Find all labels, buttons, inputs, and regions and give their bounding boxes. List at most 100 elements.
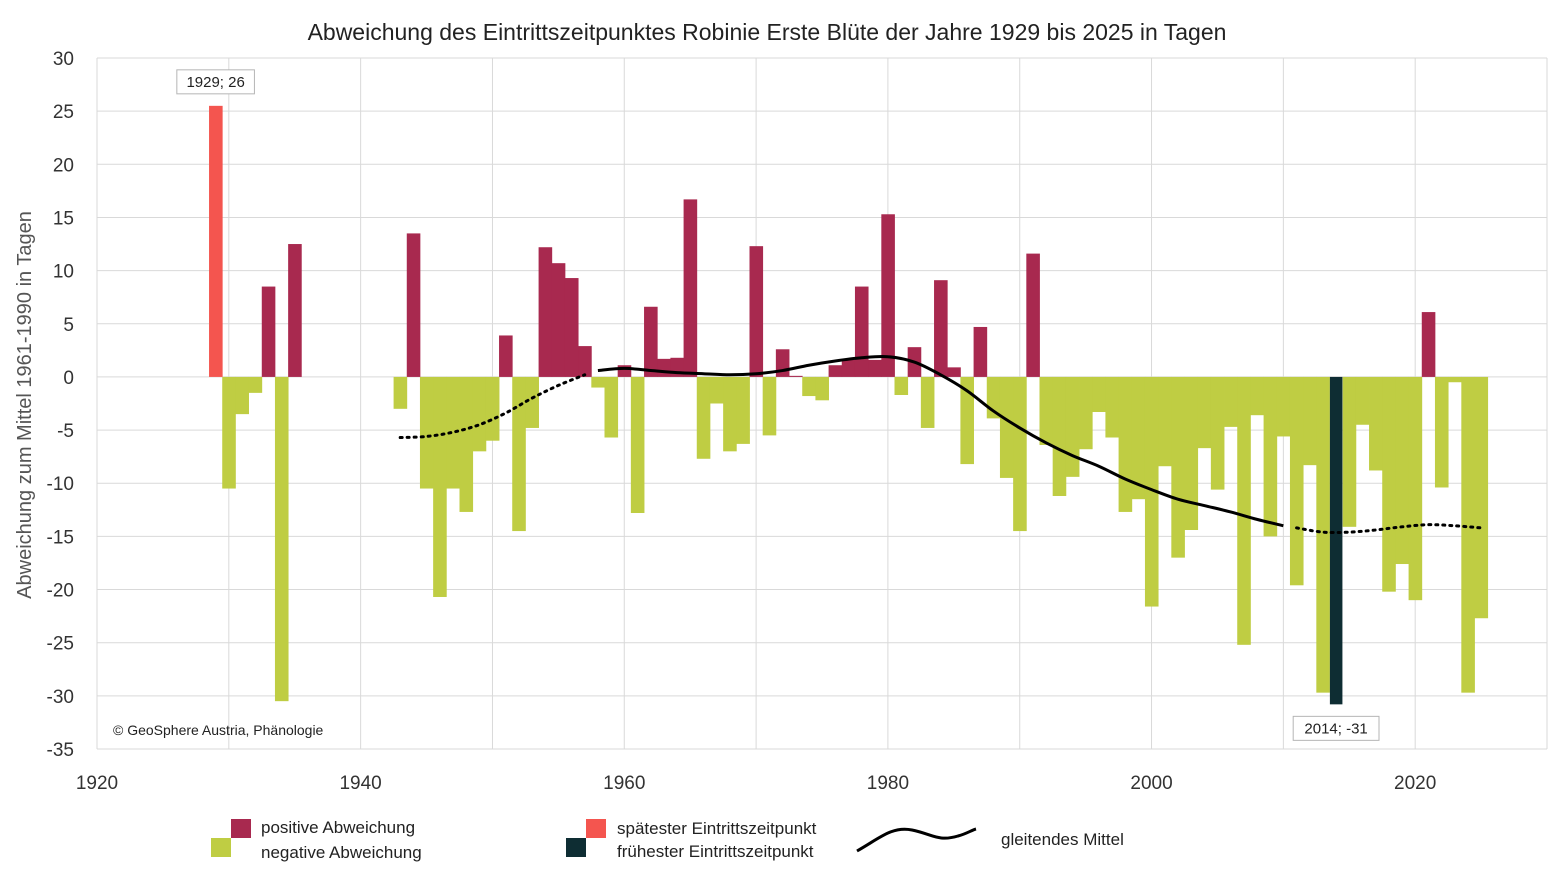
bar-1967 (709, 376, 724, 404)
x-tick-label: 2020 (1394, 773, 1436, 794)
bar-2021 (1421, 312, 1436, 377)
x-tick-label: 2000 (1130, 773, 1172, 794)
legend-label-positive: positive Abweichung (261, 818, 415, 837)
bar-1958 (591, 376, 605, 388)
legend-swatch-earliest (566, 838, 586, 857)
bar-1945 (419, 376, 434, 489)
bar-1995 (1079, 376, 1093, 450)
bar-2017 (1369, 376, 1383, 471)
bar-1963 (657, 358, 671, 377)
bar-1929 (209, 105, 223, 377)
bar-1961 (630, 376, 645, 513)
bar-1934 (274, 376, 289, 702)
bar-2020 (1408, 376, 1423, 601)
bar-1957 (578, 346, 592, 377)
legend: positive Abweichung negative Abweichung … (211, 818, 1124, 862)
legend-label-latest: spätester Eintrittszeitpunkt (617, 819, 817, 838)
y-tick-label: -20 (47, 581, 74, 602)
bar-1985 (947, 367, 961, 377)
x-tick-label: 1960 (603, 773, 645, 794)
y-tick-label: 30 (53, 49, 74, 70)
bar-1997 (1105, 376, 1119, 438)
bar-1960 (617, 365, 632, 377)
bar-1976 (828, 365, 843, 377)
y-tick-label: -5 (57, 421, 74, 442)
bar-1956 (564, 278, 579, 377)
bar-2024 (1461, 376, 1475, 693)
bar-1948 (459, 376, 474, 512)
legend-label-moving-average: gleitendes Mittel (1001, 830, 1124, 849)
bar-2005 (1210, 376, 1225, 490)
bar-1944 (406, 233, 421, 377)
moving-average-dotted-end (1295, 523, 1483, 535)
bar-1970 (749, 246, 764, 377)
bar-1999 (1131, 376, 1146, 500)
bar-2011 (1289, 376, 1304, 586)
bar-1990 (1013, 376, 1027, 532)
legend-swatch-latest (586, 819, 606, 838)
bar-1959 (604, 376, 619, 438)
bar-1984 (934, 280, 948, 377)
y-tick-label: 5 (63, 315, 74, 336)
bars (209, 105, 1489, 705)
bar-2018 (1382, 376, 1396, 592)
bar-1998 (1118, 376, 1133, 512)
bar-1991 (1026, 253, 1040, 377)
bar-1994 (1065, 376, 1080, 477)
bar-1955 (551, 263, 566, 377)
bar-1981 (894, 376, 909, 395)
x-tick-labels: 1920 1940 1960 1980 2000 2020 (76, 773, 1436, 794)
y-tick-label: -35 (47, 740, 74, 761)
annotation-box (1292, 715, 1380, 741)
bar-1931 (235, 376, 249, 415)
bar-1935 (288, 244, 302, 377)
moving-average (398, 354, 1483, 535)
annotation-2014: 2014; -31 (1292, 715, 1380, 741)
bar-2016 (1355, 376, 1370, 425)
bar-1951 (499, 335, 513, 377)
y-tick-label: 0 (63, 368, 74, 389)
bar-1996 (1092, 376, 1106, 413)
bar-2009 (1263, 376, 1278, 537)
bar-2012 (1303, 376, 1317, 466)
annotations: 1929; 26 2014; -31 (176, 69, 1380, 741)
y-tick-label: -25 (47, 634, 74, 655)
x-tick-label: 1920 (76, 773, 118, 794)
bar-1980 (881, 214, 895, 377)
bar-1973 (789, 375, 803, 377)
bar-2010 (1276, 376, 1291, 437)
moving-average-line (597, 354, 1284, 528)
bar-2003 (1184, 376, 1199, 531)
bar-2001 (1158, 376, 1172, 467)
bar-1993 (1052, 376, 1067, 496)
bar-1968 (723, 376, 737, 452)
bar-1974 (802, 376, 816, 397)
legend-swatch-positive (231, 819, 251, 838)
y-tick-label: -15 (47, 527, 74, 548)
bar-1969 (736, 376, 750, 444)
annotation-1929: 1929; 26 (176, 69, 255, 95)
annotation-label: 1929; 26 (186, 74, 244, 91)
bar-2006 (1224, 376, 1238, 427)
bar-1952 (512, 376, 526, 532)
bar-1950 (485, 376, 500, 441)
bar-1978 (854, 286, 869, 377)
bar-1983 (920, 376, 935, 428)
bar-1943 (393, 376, 408, 409)
bar-2002 (1171, 376, 1185, 558)
annotation-label: 2014; -31 (1304, 720, 1367, 737)
y-tick-label: 15 (53, 208, 74, 229)
y-tick-label: -30 (47, 687, 74, 708)
bar-1962 (644, 306, 658, 377)
moving-average-dotted-start (398, 373, 587, 440)
bar-2022 (1434, 376, 1449, 488)
bar-2014 (1329, 376, 1343, 705)
legend-swatch-negative (211, 838, 231, 857)
x-tick-label: 1940 (339, 773, 381, 794)
bar-2004 (1197, 376, 1212, 449)
chart-title: Abweichung des Eintrittszeitpunktes Robi… (308, 19, 1227, 45)
legend-label-earliest: frühester Eintrittszeitpunkt (617, 842, 814, 861)
bar-2007 (1237, 376, 1251, 645)
bar-1947 (446, 376, 460, 489)
